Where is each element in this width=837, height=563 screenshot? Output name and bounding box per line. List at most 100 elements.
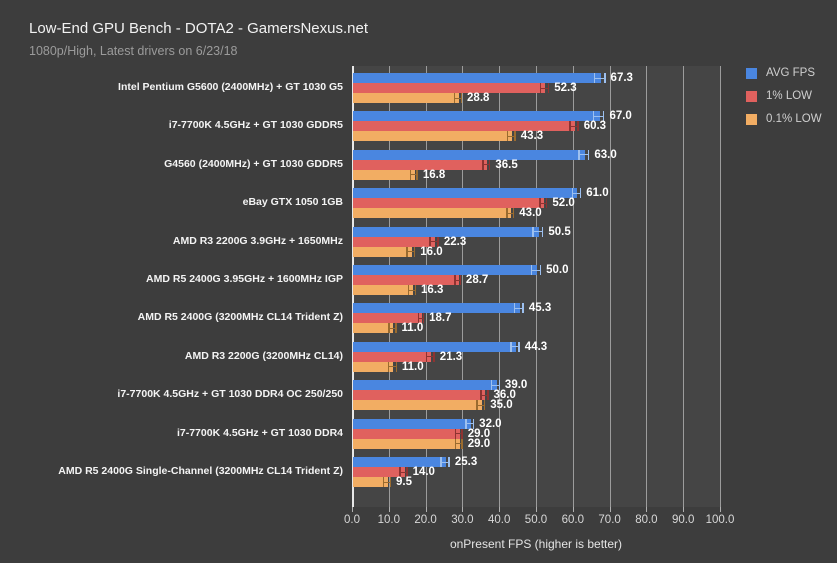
- value-label: 44.3: [524, 340, 548, 353]
- gridline: [720, 66, 721, 507]
- bar-low01: [353, 246, 412, 257]
- bar-low01: [353, 93, 459, 103]
- error-bar-cap-low: [592, 111, 595, 122]
- x-axis-tick: [536, 507, 537, 512]
- error-bar-line: [388, 327, 397, 330]
- error-bar-low01: [407, 285, 417, 295]
- legend-item[interactable]: AVG FPS: [746, 66, 834, 80]
- legend-label: 0.1% LOW: [766, 113, 822, 125]
- category-label: i7-7700K 4.5GHz + GT 1030 GDDR5: [168, 119, 343, 132]
- error-bar-low01: [453, 93, 463, 103]
- value-label: 67.3: [610, 72, 633, 84]
- error-bar-line: [592, 115, 605, 118]
- legend-item[interactable]: 0.1% LOW: [746, 112, 834, 126]
- error-bar-line: [417, 317, 425, 320]
- error-bar-low01: [382, 477, 391, 487]
- bar-low1: [353, 428, 460, 439]
- bar-avg: [353, 457, 447, 467]
- x-axis-tick-label: 40.0: [487, 514, 511, 526]
- x-axis-tick: [499, 507, 501, 512]
- error-bar-low1: [482, 159, 491, 170]
- error-bar-line: [429, 241, 439, 243]
- error-bar-cap-low: [406, 246, 408, 257]
- error-bar-cap-high: [487, 390, 489, 401]
- error-bar-cap-high: [414, 285, 417, 295]
- legend-swatch-icon: [746, 91, 757, 102]
- error-bar-cap-low: [417, 313, 419, 324]
- bar-avg: [353, 111, 600, 122]
- error-bar-cap-high: [579, 188, 582, 199]
- bar-avg: [353, 418, 471, 429]
- error-bar-line: [482, 164, 491, 166]
- error-bar-cap-high: [459, 275, 461, 285]
- chart-subtitle: 1080p/High, Latest drivers on 6/23/18: [29, 44, 238, 58]
- value-label: 25.3: [454, 456, 478, 468]
- x-axis-tick: [352, 507, 353, 512]
- value-label: 9.5: [396, 476, 412, 488]
- value-label: 29.0: [467, 427, 491, 440]
- error-bar-line: [571, 192, 582, 194]
- error-bar-line: [532, 231, 544, 233]
- error-bar-line: [453, 97, 463, 99]
- bar-low1: [353, 313, 422, 324]
- bar-low01: [353, 285, 413, 295]
- value-label: 22.3: [443, 235, 467, 248]
- legend-item[interactable]: 1% LOW: [746, 89, 834, 103]
- error-bar-cap-high: [437, 236, 439, 247]
- error-bar-low01: [388, 323, 397, 334]
- error-bar-line: [399, 471, 408, 473]
- error-bar-low01: [476, 400, 486, 411]
- x-axis-tick-label: 60.0: [561, 514, 584, 526]
- x-axis-tick: [462, 507, 464, 512]
- category-label: G4560 (2400MHz) + GT 1030 GDDR5: [164, 157, 343, 170]
- x-axis-tick-label: 0.0: [344, 514, 360, 526]
- error-bar-cap-low: [539, 83, 542, 93]
- bar-avg: [353, 149, 585, 160]
- value-label: 36.0: [493, 389, 516, 402]
- error-bar-avg: [592, 111, 605, 122]
- error-bar-cap-low: [578, 149, 580, 160]
- error-bar-line: [480, 394, 489, 396]
- error-bar-cap-high: [488, 159, 491, 170]
- error-bar-line: [593, 77, 606, 79]
- error-bar-cap-low: [510, 341, 512, 352]
- error-bar-cap-high: [587, 149, 590, 160]
- error-bar-cap-low: [409, 169, 412, 180]
- bar-low1: [353, 83, 546, 93]
- value-label: 11.0: [401, 360, 424, 373]
- error-bar-cap-high: [603, 111, 605, 122]
- x-axis-tick-label: 90.0: [671, 514, 695, 526]
- error-bar-cap-high: [512, 208, 515, 219]
- gridline: [683, 66, 685, 507]
- value-label: 52.0: [552, 197, 575, 210]
- legend-label: AVG FPS: [766, 67, 815, 79]
- bar-avg: [353, 188, 578, 199]
- error-bar-line: [491, 384, 500, 386]
- value-label: 18.7: [429, 312, 452, 325]
- error-bar-cap-low: [407, 285, 410, 295]
- bar-group: Intel Pentium G5600 (2400MHz) + GT 1030 …: [0, 72, 837, 104]
- category-label: Intel Pentium G5600 (2400MHz) + GT 1030 …: [118, 81, 343, 93]
- error-bar-cap-high: [389, 477, 391, 487]
- value-label: 45.3: [528, 302, 552, 315]
- bar-low1: [353, 351, 432, 362]
- error-bar-avg: [593, 73, 606, 83]
- bar-avg: [353, 380, 497, 391]
- bar-low1: [353, 390, 486, 401]
- error-bar-cap-low: [453, 93, 456, 103]
- error-bar-cap-high: [461, 428, 463, 439]
- bar-group: AMD R5 2400G Single-Channel (3200MHz CL1…: [0, 456, 837, 488]
- error-bar-low1: [480, 390, 489, 401]
- bar-low1: [353, 236, 436, 247]
- category-label: i7-7700K 4.5GHz + GT 1030 DDR4 OC 250/25…: [117, 388, 343, 401]
- bar-group: AMD R5 2400G (3200MHz CL14 Trident Z) 45.…: [0, 302, 837, 334]
- bar-avg: [353, 226, 539, 237]
- error-bar-cap-low: [399, 467, 401, 477]
- error-bar-low01: [388, 361, 397, 372]
- error-bar-line: [539, 87, 550, 89]
- error-bar-low01: [409, 169, 418, 180]
- value-label: 14.0: [412, 466, 435, 478]
- value-label: 16.8: [422, 168, 446, 181]
- legend-label: 1% LOW: [766, 90, 813, 102]
- bar-low1: [353, 275, 459, 285]
